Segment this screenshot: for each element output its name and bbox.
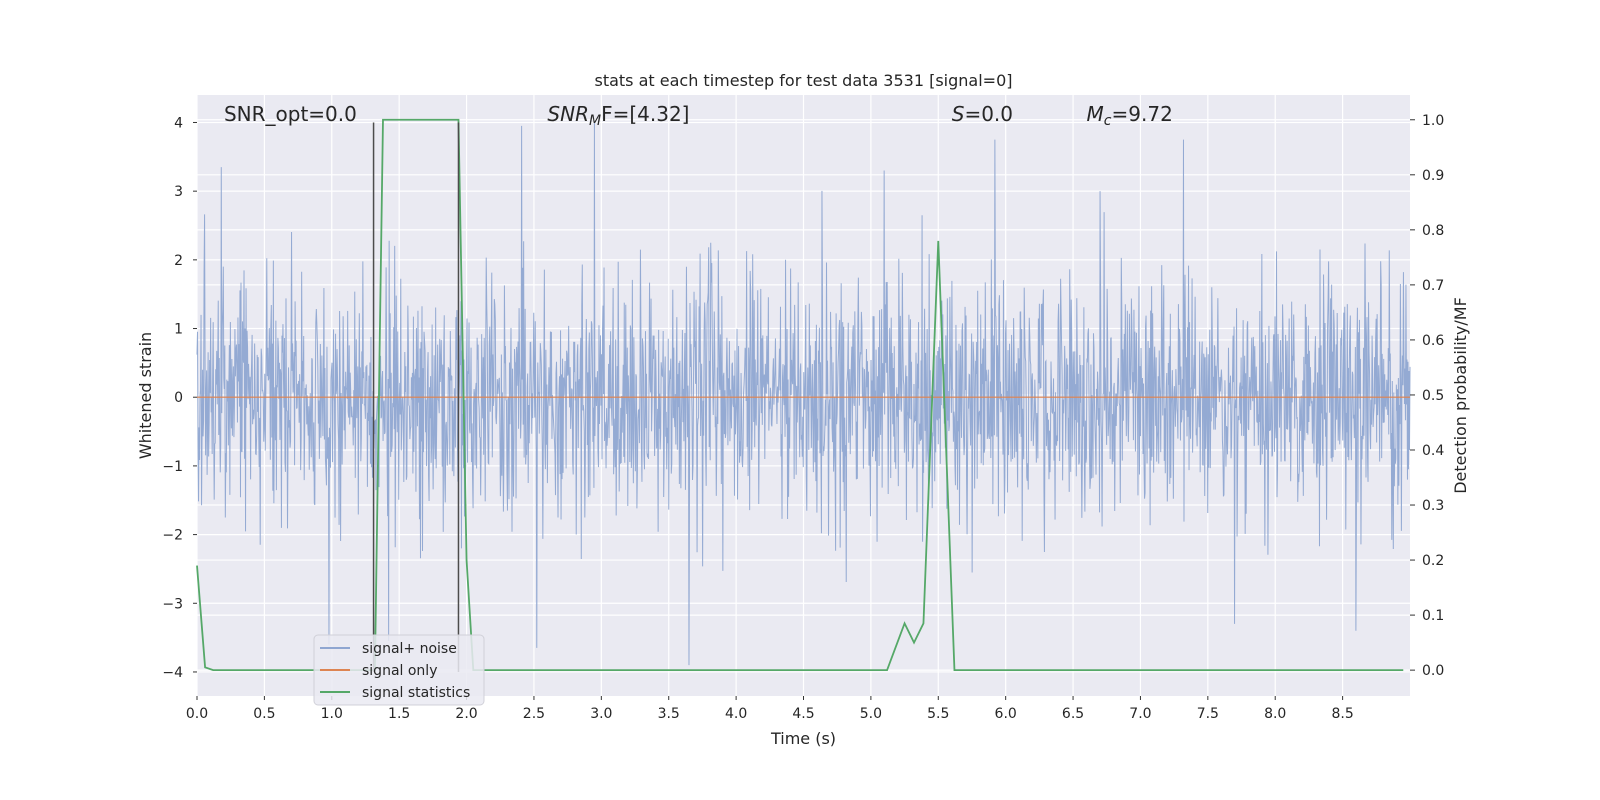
chart-title: stats at each timestep for test data 353…: [594, 71, 1012, 90]
x-tick-label: 1.0: [321, 706, 343, 722]
y2-tick-label: 0.6: [1422, 333, 1444, 349]
x-tick-label: 0.0: [186, 706, 208, 722]
y2-axis-label: Detection probability/MF: [1451, 297, 1470, 494]
legend-label: signal only: [362, 663, 437, 679]
annotation-text: S=0.0: [952, 102, 1013, 126]
y2-tick-label: 0.8: [1422, 223, 1444, 239]
y-axis-left: −4 −3 −2 −1 0 1 2 3 4: [162, 115, 197, 681]
legend: signal+ noise signal only signal statistic…: [313, 634, 485, 706]
y2-tick-label: 0.2: [1422, 553, 1444, 569]
y2-tick-label: 0.1: [1422, 608, 1444, 624]
y-tick-label: −3: [162, 596, 183, 612]
legend-label: signal statistics: [362, 685, 470, 701]
y-tick-label: 0: [174, 390, 183, 406]
y-tick-label: 2: [174, 253, 183, 269]
series-signal-noise-line: [196, 122, 1411, 666]
x-tick-label: 2.0: [455, 706, 477, 722]
x-axis-label: Time (s): [770, 729, 836, 748]
x-tick-label: 6.5: [1062, 706, 1084, 722]
x-tick-label: 4.0: [725, 706, 747, 722]
annotations: SNR_opt=0.0 SNRMF=[4.32] S=0.0 Mc=9.72: [224, 102, 1173, 129]
x-tick-label: 4.5: [792, 706, 814, 722]
x-axis: 0.0 0.5 1.0 1.5 2.0 2.5 3.0 3.5 4.0 4.5 5.0 5.5 6.0 6…: [186, 696, 1354, 722]
x-tick-label: 1.5: [388, 706, 410, 722]
legend-box: [313, 634, 485, 706]
annotation-text: SNR_opt=0.0: [224, 102, 357, 126]
series-signal-statistics-line: [196, 118, 1404, 672]
x-tick-label: 8.0: [1264, 706, 1286, 722]
series-layer: [196, 118, 1411, 672]
x-tick-label: 3.5: [658, 706, 680, 722]
y2-tick-label: 0.9: [1422, 168, 1444, 184]
y-axis-right: 0.0 0.1 0.2 0.3 0.4 0.5 0.6 0.7 0.8 0.9 1.0: [1410, 113, 1444, 679]
y2-tick-label: 0.7: [1422, 278, 1444, 294]
y-tick-label: −4: [162, 665, 183, 681]
y-tick-label: −1: [162, 459, 183, 475]
y-tick-label: 1: [174, 322, 183, 338]
x-tick-label: 5.5: [927, 706, 949, 722]
y2-tick-label: 0.0: [1422, 663, 1444, 679]
x-tick-label: 7.0: [1129, 706, 1151, 722]
x-tick-label: 0.5: [253, 706, 275, 722]
y2-tick-label: 1.0: [1422, 113, 1444, 129]
y-axis-label: Whitened strain: [136, 332, 155, 459]
x-tick-label: 6.0: [995, 706, 1017, 722]
annotation-text: SNRMF=[4.32]: [547, 102, 689, 129]
x-tick-label: 7.5: [1197, 706, 1219, 722]
annotation-text: Mc=9.72: [1087, 102, 1173, 129]
y-tick-label: 3: [174, 184, 183, 200]
x-tick-label: 5.0: [860, 706, 882, 722]
x-tick-label: 8.5: [1331, 706, 1353, 722]
y-tick-label: 4: [174, 115, 183, 131]
x-tick-label: 3.0: [590, 706, 612, 722]
y2-tick-label: 0.3: [1422, 498, 1444, 514]
y2-tick-label: 0.4: [1422, 443, 1444, 459]
y-tick-label: −2: [162, 528, 183, 544]
legend-label: signal+ noise: [362, 641, 457, 657]
y2-tick-label: 0.5: [1422, 388, 1444, 404]
vline-layer: [372, 122, 460, 672]
x-tick-label: 2.5: [523, 706, 545, 722]
